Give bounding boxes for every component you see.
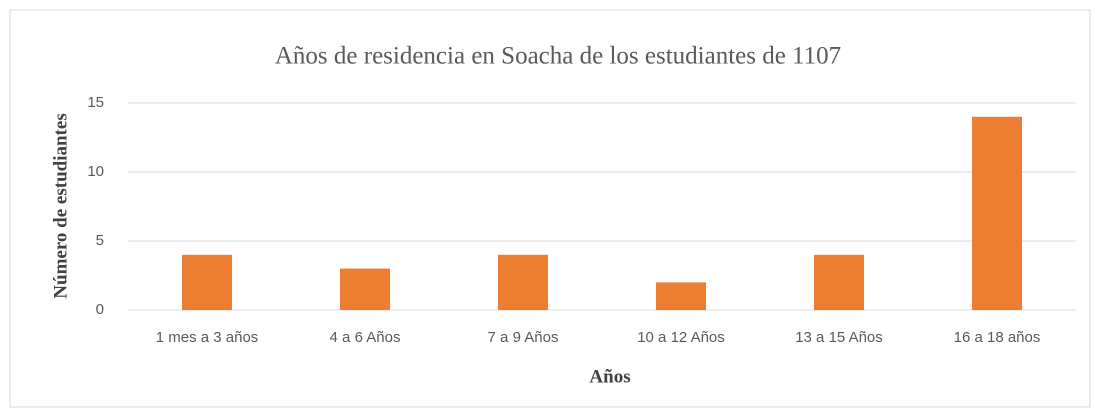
x-tick-label: 1 mes a 3 años: [156, 329, 259, 346]
x-tick-label: 13 a 15 Años: [795, 329, 883, 346]
y-axis-title: Número de estudiantes: [50, 113, 71, 298]
bar: [182, 254, 232, 310]
x-tick-label: 10 a 12 Años: [637, 329, 725, 346]
bar: [814, 254, 864, 310]
y-tick-label: 15: [87, 94, 104, 111]
bar: [656, 282, 706, 310]
x-tick-label: 4 a 6 Años: [330, 329, 401, 346]
bar: [498, 254, 548, 310]
y-tick-label: 0: [96, 301, 104, 318]
chart-title: Años de residencia en Soacha de los estu…: [275, 43, 841, 70]
x-tick-label: 16 a 18 años: [954, 329, 1041, 346]
bar: [340, 268, 390, 310]
chart-frame: [9, 9, 1091, 408]
y-tick-label: 5: [96, 232, 104, 249]
x-tick-label: 7 a 9 Años: [488, 329, 559, 346]
x-axis-title: Años: [589, 366, 630, 387]
bar: [972, 116, 1022, 310]
y-tick-label: 10: [87, 163, 104, 180]
